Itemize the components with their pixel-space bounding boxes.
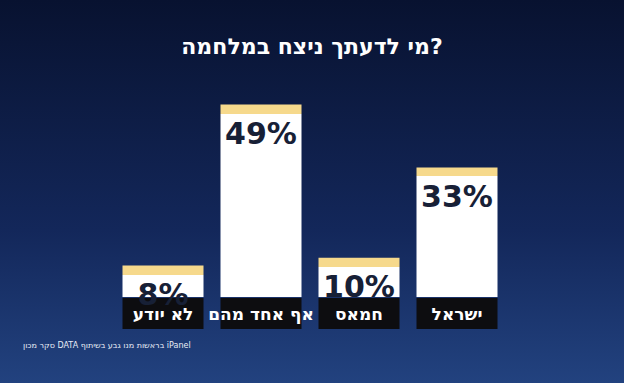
svg-text:33%: 33%	[421, 179, 493, 214]
svg-text:חמאס: חמאס	[335, 304, 383, 324]
svg-text:ישראל: ישראל	[432, 304, 483, 324]
svg-text:לא יודע: לא יודע	[132, 303, 194, 324]
svg-text:8%: 8%	[138, 277, 189, 312]
svg-text:מי לדעתך ניצח במלחמה?: מי לדעתך ניצח במלחמה?	[181, 34, 443, 59]
svg-text:49%: 49%	[225, 116, 297, 151]
svg-text:אף אחד מהם: אף אחד מהם	[208, 304, 314, 324]
svg-text:10%: 10%	[323, 269, 395, 304]
svg-text:סקר מכון DATA בראשות מנו גבע ב: סקר מכון DATA בראשות מנו גבע בשיתוף iPan…	[23, 341, 191, 350]
